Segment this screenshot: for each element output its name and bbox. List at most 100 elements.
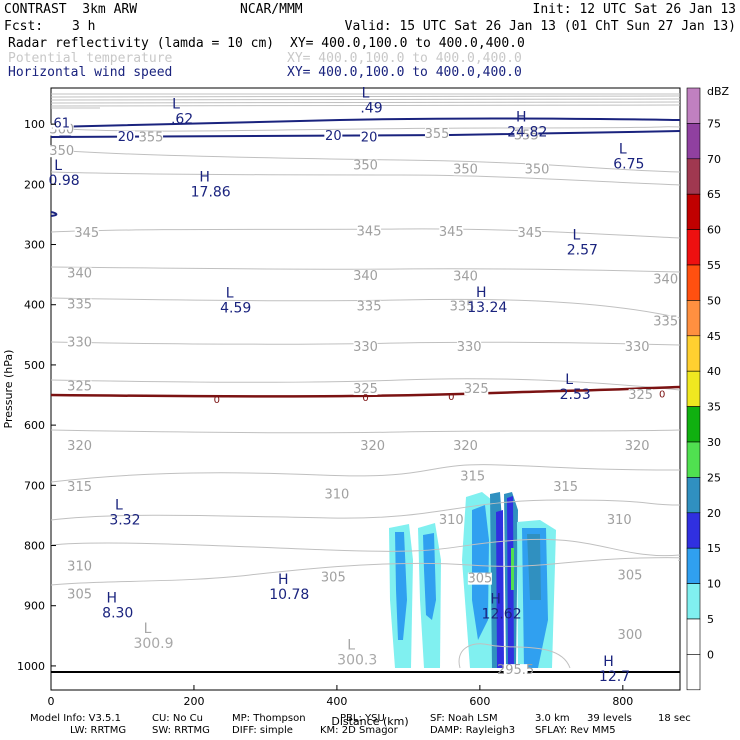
field-3-xy: XY= 400.0,100.0 to 400.0,400.0 xyxy=(287,65,522,80)
extremum-value: 17.86 xyxy=(191,184,231,200)
colorbar-swatch xyxy=(686,512,701,549)
extremum-value: 10.78 xyxy=(269,587,309,603)
theta-label: 350 xyxy=(353,159,378,174)
refl-cell-4-core xyxy=(496,510,504,668)
theta-label: 315 xyxy=(553,480,578,495)
colorbar-swatch xyxy=(686,229,701,266)
colorbar-level-label: 45 xyxy=(707,330,721,343)
theta-label: 310 xyxy=(439,513,464,528)
colorbar-level-label: 75 xyxy=(707,117,721,130)
theta-label: 300 xyxy=(618,628,643,643)
theta-label-bg xyxy=(653,315,678,328)
y-tick-label: 900 xyxy=(24,600,45,613)
extremum-h-marker: H xyxy=(106,591,117,607)
colorbar-level-label: 35 xyxy=(707,401,721,414)
theta-label: 295.5 xyxy=(497,663,534,678)
extremum-l-marker: L xyxy=(54,158,62,174)
extremum-l-marker: L xyxy=(144,621,152,637)
theta-label-bg xyxy=(553,481,578,494)
theta-line-15 xyxy=(51,429,680,434)
wind-label-bg xyxy=(360,131,379,144)
y-tick-label: 800 xyxy=(24,540,45,553)
theta-line-4 xyxy=(51,101,680,104)
theta-label-bg xyxy=(353,340,378,353)
freezing-level-line xyxy=(51,385,680,398)
y-tick-label: 500 xyxy=(24,359,45,372)
theta-label: 335 xyxy=(450,300,475,315)
colorbar-unit: dBZ xyxy=(707,85,730,98)
theta-line-20 xyxy=(458,643,571,669)
refl-cell-3-inner xyxy=(472,505,489,640)
theta-label: 345 xyxy=(439,225,464,240)
wind-label: 20 xyxy=(118,130,135,145)
theta-label-bg xyxy=(353,159,378,172)
extremum-value: 13.24 xyxy=(467,300,507,316)
x-tick-label: 0 xyxy=(48,695,55,708)
theta-label-bg xyxy=(67,336,92,349)
theta-label-bg xyxy=(617,629,642,642)
colorbar-level-label: 55 xyxy=(707,259,721,272)
extremum-value: .49 xyxy=(360,101,382,117)
theta-label: 350 xyxy=(49,144,74,159)
theta-line-18 xyxy=(51,538,680,557)
colorbar-level-label: 65 xyxy=(707,188,721,201)
footer-sflay: SFLAY: Rev MM5 xyxy=(535,725,616,736)
wind-label: 20 xyxy=(361,130,378,145)
theta-label-bg xyxy=(653,273,678,286)
theta-label: 340 xyxy=(67,266,92,281)
wind-label: 20 xyxy=(325,129,342,144)
theta-label: 320 xyxy=(360,439,385,454)
colorbar-level-label: 5 xyxy=(707,613,714,626)
colorbar-swatch xyxy=(686,583,701,620)
colorbar-swatch xyxy=(686,158,701,195)
wind-contour-1 xyxy=(51,117,680,128)
extremum-value: 12.7 xyxy=(599,669,630,685)
y-tick-label: 1000 xyxy=(17,660,45,673)
theta-line-16 xyxy=(51,464,680,483)
theta-label-bg xyxy=(67,560,92,573)
x-tick-label: 600 xyxy=(469,695,490,708)
fcst-label: Fcst: xyxy=(4,19,44,34)
colorbar-swatch xyxy=(686,441,701,478)
freezing-label: 0 xyxy=(214,395,220,406)
extremum-h-marker: H xyxy=(199,169,210,185)
theta-label-bg xyxy=(67,440,92,453)
wind-label-bg xyxy=(324,130,343,143)
y-tick-label: 300 xyxy=(24,239,45,252)
x-tick-label: 800 xyxy=(612,695,633,708)
extremum-value: 6.75 xyxy=(613,157,644,173)
extremum-value: 4.59 xyxy=(220,300,251,316)
theta-label-bg xyxy=(360,440,385,453)
footer-diff: DIFF: simple xyxy=(232,725,293,736)
theta-label: 320 xyxy=(453,439,478,454)
footer-levels: 39 levels xyxy=(587,713,632,724)
fcst-value: 3 h xyxy=(72,19,96,34)
theta-label: 310 xyxy=(324,487,349,502)
refl-cell-1-inner xyxy=(395,532,407,640)
theta-label: 355 xyxy=(425,127,450,142)
theta-label: 330 xyxy=(353,340,378,355)
theta-label: 340 xyxy=(453,269,478,284)
theta-label: 340 xyxy=(653,272,678,287)
extremum-value: 300.9 xyxy=(133,636,173,652)
theta-line-3 xyxy=(51,98,680,101)
theta-label: 335 xyxy=(357,300,382,315)
colorbar-swatch xyxy=(686,477,701,514)
extremum-value: 8.30 xyxy=(102,606,133,622)
freezing-label: 0 xyxy=(362,393,368,404)
colorbar-swatch xyxy=(686,87,701,124)
theta-label-bg xyxy=(457,340,482,353)
theta-label-bg xyxy=(439,225,464,238)
theta-label: 345 xyxy=(74,226,99,241)
theta-label-bg xyxy=(453,440,478,453)
theta-label-bg xyxy=(357,300,382,313)
colorbar-level-label: 70 xyxy=(707,153,721,166)
theta-label: 315 xyxy=(67,480,92,495)
theta-contours xyxy=(51,93,680,669)
colorbar-level-label: 15 xyxy=(707,542,721,555)
theta-label: 350 xyxy=(525,162,550,177)
theta-label-bg xyxy=(467,572,492,585)
colorbar-level-label: 0 xyxy=(707,648,714,661)
